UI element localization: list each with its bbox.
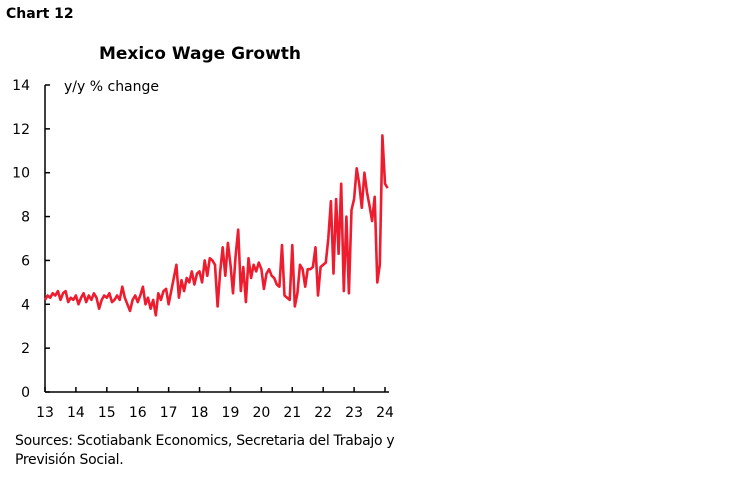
x-tick-label: 19 bbox=[222, 405, 240, 421]
x-tick-label: 22 bbox=[314, 405, 332, 421]
x-tick-label: 20 bbox=[252, 405, 270, 421]
y-tick-label: 10 bbox=[12, 166, 30, 182]
x-tick-label: 23 bbox=[345, 405, 363, 421]
x-tick-label: 17 bbox=[160, 405, 178, 421]
y-tick-label: 14 bbox=[12, 78, 30, 94]
x-tick-label: 16 bbox=[129, 405, 147, 421]
x-tick-label: 24 bbox=[376, 405, 394, 421]
x-tick-label: 18 bbox=[191, 405, 209, 421]
x-tick-label: 13 bbox=[36, 405, 54, 421]
y-tick-label: 12 bbox=[12, 122, 30, 138]
sources-note: Sources: Scotiabank Economics, Secretari… bbox=[15, 433, 395, 468]
y-tick-label: 8 bbox=[21, 210, 30, 226]
y-tick-label: 4 bbox=[21, 297, 30, 313]
wage-growth-line bbox=[43, 134, 389, 317]
x-tick-label: 21 bbox=[283, 405, 301, 421]
y-tick-label: 0 bbox=[21, 385, 30, 401]
y-tick-label: 6 bbox=[21, 253, 30, 269]
chart-title: Mexico Wage Growth bbox=[98, 44, 302, 64]
chart-label: Chart 12 bbox=[6, 6, 74, 22]
x-tick-label: 14 bbox=[67, 405, 85, 421]
x-tick-label: 15 bbox=[98, 405, 116, 421]
y-tick-label: 2 bbox=[21, 341, 30, 357]
y-axis-label: y/y % change bbox=[64, 79, 159, 95]
